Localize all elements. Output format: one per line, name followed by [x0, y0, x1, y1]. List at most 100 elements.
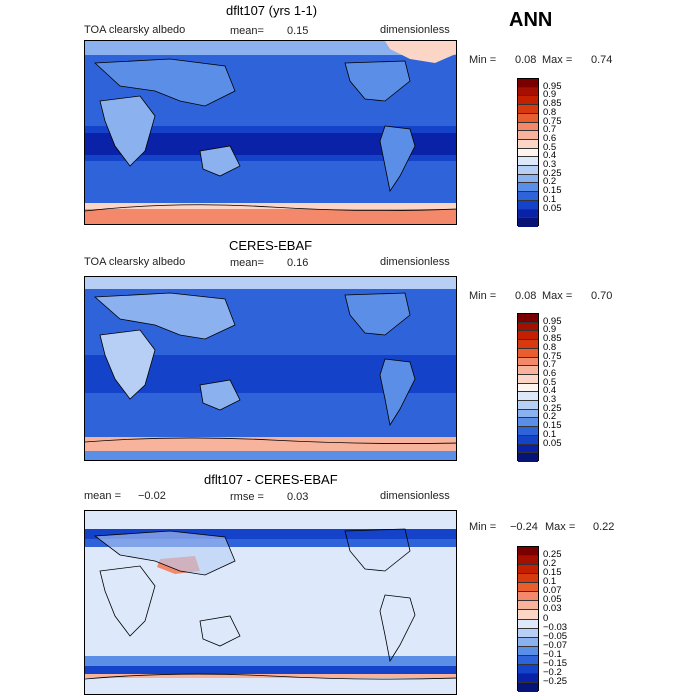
panel-2-units: dimensionless	[380, 256, 450, 268]
colorbar-swatch	[518, 583, 538, 593]
colorbar-tick-label: 0.8	[543, 106, 557, 118]
colorbar-tick-label: 0.9	[543, 89, 557, 101]
panel-2-mean-label: mean=	[230, 257, 264, 269]
colorbar-swatch	[518, 131, 538, 140]
panel-3-map-svg	[85, 511, 456, 694]
panel-2-min-value: 0.08	[515, 290, 537, 302]
colorbar-tick-label: −0.15	[543, 657, 568, 669]
colorbar-tick-label: −0.03	[543, 621, 568, 633]
panel-1-mean-value: 0.15	[287, 25, 309, 37]
colorbar-swatch	[518, 409, 538, 419]
colorbar-swatch	[518, 601, 538, 611]
arctic-band	[85, 277, 456, 289]
colorbar-tick-label: 0.2	[543, 176, 557, 188]
colorbar-tick-label: 0.7	[543, 359, 557, 371]
colorbar-swatch	[518, 628, 538, 638]
antarctic-band	[85, 678, 456, 694]
colorbar-swatch	[518, 157, 538, 167]
colorbar-swatch	[518, 113, 538, 123]
colorbar-swatch	[518, 392, 538, 402]
colorbar-swatch	[518, 122, 538, 132]
north-america-land	[345, 293, 410, 335]
arctic-deficit-band	[85, 529, 456, 539]
south-deficit-band	[85, 666, 456, 674]
africa-land	[100, 96, 155, 166]
colorbar-swatch	[518, 418, 538, 428]
colorbar-swatch	[518, 556, 538, 566]
colorbar-tick-label: −0.05	[543, 630, 568, 642]
coastlines	[85, 58, 456, 212]
colorbar-tick-label: 0.5	[543, 376, 557, 388]
panel-3-mean-label: mean =	[84, 490, 121, 502]
greenland-region	[385, 41, 456, 63]
australia-land	[200, 146, 240, 176]
panel-1-units: dimensionless	[380, 24, 450, 36]
colorbar-swatch	[518, 435, 538, 445]
colorbar-swatch	[518, 592, 538, 602]
colorbar-tick-label: 0.85	[543, 98, 562, 110]
colorbar-swatch	[518, 87, 538, 97]
colorbar-tick-label: 0	[543, 612, 549, 624]
colorbar-swatch	[518, 183, 538, 193]
panel-3-min-value: −0.24	[510, 521, 538, 533]
colorbar-swatch	[518, 96, 538, 106]
panel-2-map-svg	[85, 277, 456, 460]
colorbar-tick-label: 0.4	[543, 150, 557, 162]
colorbar-swatch	[518, 148, 538, 158]
colorbar-swatch	[518, 427, 538, 436]
colorbar-tick-label: 0.85	[543, 333, 562, 345]
antarctic-band	[85, 209, 456, 224]
colorbar-swatch	[518, 574, 538, 584]
south-america-land	[380, 359, 415, 425]
colorbar-tick-label: 0.15	[543, 420, 562, 432]
panel-1-max-value: 0.74	[591, 54, 613, 66]
panel-2-map	[84, 276, 457, 461]
panel-3-rmse-value: 0.03	[287, 491, 309, 503]
colorbar-tick-label: −0.2	[543, 666, 562, 678]
panel-3-colorbar	[517, 546, 539, 692]
colorbar-swatch	[518, 547, 538, 557]
australia-land	[200, 380, 240, 410]
colorbar-tick-label: 0.95	[543, 80, 562, 92]
colorbar-swatch	[518, 637, 538, 647]
colorbar-swatch	[518, 139, 538, 149]
panel-3-max-label: Max =	[545, 521, 576, 533]
colorbar-swatch	[518, 655, 538, 665]
panel-1-variable-label: TOA clearsky albedo	[84, 24, 186, 36]
colorbar-swatch	[518, 192, 538, 201]
panel-3-title: dflt107 - CERES-EBAF	[204, 472, 338, 487]
colorbar-swatch	[518, 105, 538, 114]
colorbar-tick-label: 0.75	[543, 115, 562, 127]
eurasia-land	[95, 293, 235, 339]
colorbar-swatch	[518, 453, 538, 462]
colorbar-swatch	[518, 174, 538, 184]
colorbar-tick-label: 0.5	[543, 141, 557, 153]
colorbar-tick-label: 0.05	[543, 202, 562, 214]
colorbar-swatch	[518, 673, 538, 683]
panel-1-min-label: Min =	[469, 54, 497, 66]
colorbar-tick-label: −0.07	[543, 639, 568, 651]
north-midlat-band	[85, 539, 456, 547]
colorbar-swatch	[518, 209, 538, 219]
panel-2-variable-label: TOA clearsky albedo	[84, 256, 186, 268]
north-america-land	[345, 61, 410, 101]
colorbar-tick-label: 0.25	[543, 167, 562, 179]
arctic-band	[85, 41, 456, 55]
colorbar-tick-label: 0.15	[543, 185, 562, 197]
colorbar-swatch	[518, 401, 538, 410]
panel-3-map	[84, 510, 457, 695]
panel-2-mean-value: 0.16	[287, 257, 309, 269]
coastlines	[85, 528, 456, 680]
colorbar-swatch	[518, 348, 538, 358]
colorbar-tick-label: 0.2	[543, 558, 557, 570]
colorbar-tick-label: 0.1	[543, 193, 557, 205]
sea-ice-band	[85, 437, 456, 451]
colorbar-tick-label: 0.05	[543, 437, 562, 449]
colorbar-swatch	[518, 366, 538, 375]
panel-1-min-value: 0.08	[515, 54, 537, 66]
colorbar-tick-label: 0.7	[543, 124, 557, 136]
panel-3-mean-value: −0.02	[138, 490, 166, 502]
colorbar-swatch	[518, 322, 538, 332]
colorbar-tick-label: 0.25	[543, 402, 562, 414]
panel-3-min-label: Min =	[469, 521, 497, 533]
